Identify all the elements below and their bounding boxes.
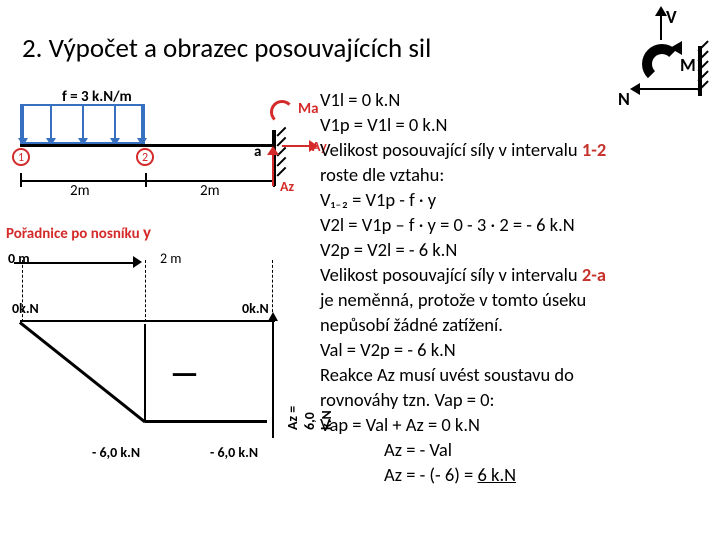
y-zero: 0 m xyxy=(8,250,30,267)
span-2: 2m xyxy=(200,182,220,200)
neg-2: - 6,0 k.N xyxy=(210,444,258,461)
page-title: 2. Výpočet a obrazec posouvajících sil xyxy=(22,32,431,65)
point-a: a xyxy=(254,143,261,161)
span-1: 2m xyxy=(70,182,90,200)
coordinate-label: Pořadnice po nosníku y xyxy=(6,222,151,243)
y-two: 2 m xyxy=(160,250,181,267)
shear-diagram: — 0k.N 0k.N - 6,0 k.N - 6,0 k.N Az = 6,0… xyxy=(10,290,310,530)
node-1: 1 xyxy=(12,148,30,166)
node-2: 2 xyxy=(136,148,154,166)
zero-right: 0k.N xyxy=(242,300,269,317)
az-label: Az xyxy=(280,178,294,195)
neg-1: - 6,0 k.N xyxy=(92,444,140,461)
v-label: V xyxy=(666,6,677,28)
ma-label: Ma xyxy=(298,100,319,118)
load-label: f = 3 k.N/m xyxy=(62,88,132,106)
zero-left: 0k.N xyxy=(12,300,39,317)
m-label: M xyxy=(680,54,696,76)
calculation-text: V1l = 0 k.N V1p = V1l = 0 k.N Velikost p… xyxy=(320,88,710,488)
